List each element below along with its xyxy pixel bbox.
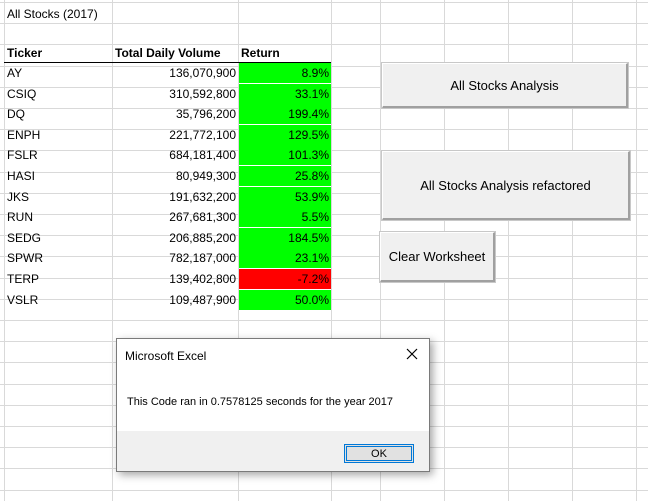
ticker-cell[interactable]: VSLR [7, 293, 39, 307]
ticker-cell[interactable]: CSIQ [7, 87, 37, 101]
header-ticker[interactable]: Ticker [7, 46, 43, 60]
dialog-title: Microsoft Excel [125, 349, 207, 363]
ticker-cell[interactable]: DQ [7, 107, 25, 121]
volume-cell[interactable]: 191,632,200 [169, 190, 236, 204]
dialog-footer: OK [117, 431, 429, 471]
ok-button[interactable]: OK [344, 444, 414, 463]
return-cell[interactable]: 8.9% [239, 63, 331, 83]
return-cell[interactable]: 50.0% [239, 290, 331, 310]
header-return[interactable]: Return [241, 46, 280, 60]
gridline [508, 0, 509, 501]
gridline [0, 490, 648, 491]
ticker-cell[interactable]: AY [7, 66, 23, 80]
all-stocks-analysis-button[interactable]: All Stocks Analysis [381, 62, 629, 109]
volume-cell[interactable]: 206,885,200 [169, 231, 236, 245]
gridline [0, 320, 648, 321]
close-icon[interactable] [403, 345, 421, 363]
dialog-message: This Code ran in 0.7578125 seconds for t… [127, 396, 394, 408]
return-cell[interactable]: 53.9% [239, 187, 331, 207]
volume-cell[interactable]: 139,402,800 [169, 272, 236, 286]
header-volume[interactable]: Total Daily Volume [115, 46, 221, 60]
all-stocks-analysis-refactored-button[interactable]: All Stocks Analysis refactored [381, 150, 631, 221]
message-dialog[interactable]: Microsoft Excel This Code ran in 0.75781… [116, 338, 430, 472]
gridline [4, 0, 5, 501]
volume-cell[interactable]: 684,181,400 [169, 148, 236, 162]
volume-cell[interactable]: 310,592,800 [169, 87, 236, 101]
gridline [238, 0, 239, 501]
ticker-cell[interactable]: SEDG [7, 231, 42, 245]
volume-cell[interactable]: 782,187,000 [169, 251, 236, 265]
gridline [572, 0, 573, 501]
return-cell[interactable]: 101.3% [239, 145, 331, 165]
return-cell[interactable]: 129.5% [239, 125, 331, 145]
gridline [0, 2, 648, 3]
gridline [0, 44, 648, 45]
volume-cell[interactable]: 109,487,900 [169, 293, 236, 307]
ticker-cell[interactable]: ENPH [7, 128, 41, 142]
volume-cell[interactable]: 35,796,200 [175, 107, 236, 121]
gridline [0, 23, 648, 24]
return-cell[interactable]: 25.8% [239, 166, 331, 186]
ticker-cell[interactable]: JKS [7, 190, 30, 204]
gridline [112, 0, 113, 501]
volume-cell[interactable]: 136,070,900 [169, 66, 236, 80]
ticker-cell[interactable]: SPWR [7, 251, 43, 265]
clear-worksheet-button[interactable]: Clear Worksheet [379, 231, 496, 283]
volume-cell[interactable]: 267,681,300 [169, 210, 236, 224]
ticker-cell[interactable]: TERP [7, 272, 40, 286]
gridline [636, 0, 637, 501]
return-cell[interactable]: 23.1% [239, 248, 331, 268]
return-cell[interactable]: 184.5% [239, 228, 331, 248]
volume-cell[interactable]: 221,772,100 [169, 128, 236, 142]
return-cell[interactable]: 33.1% [239, 84, 331, 104]
ticker-cell[interactable]: RUN [7, 210, 33, 224]
return-cell[interactable]: -7.2% [239, 269, 331, 289]
header-underline [4, 62, 331, 63]
ticker-cell[interactable]: HASI [7, 169, 36, 183]
sheet-title[interactable]: All Stocks (2017) [7, 7, 98, 21]
gridline [331, 0, 332, 501]
volume-cell[interactable]: 80,949,300 [175, 169, 236, 183]
return-cell[interactable]: 199.4% [239, 104, 331, 124]
return-cell[interactable]: 5.5% [239, 207, 331, 227]
ticker-cell[interactable]: FSLR [7, 148, 38, 162]
